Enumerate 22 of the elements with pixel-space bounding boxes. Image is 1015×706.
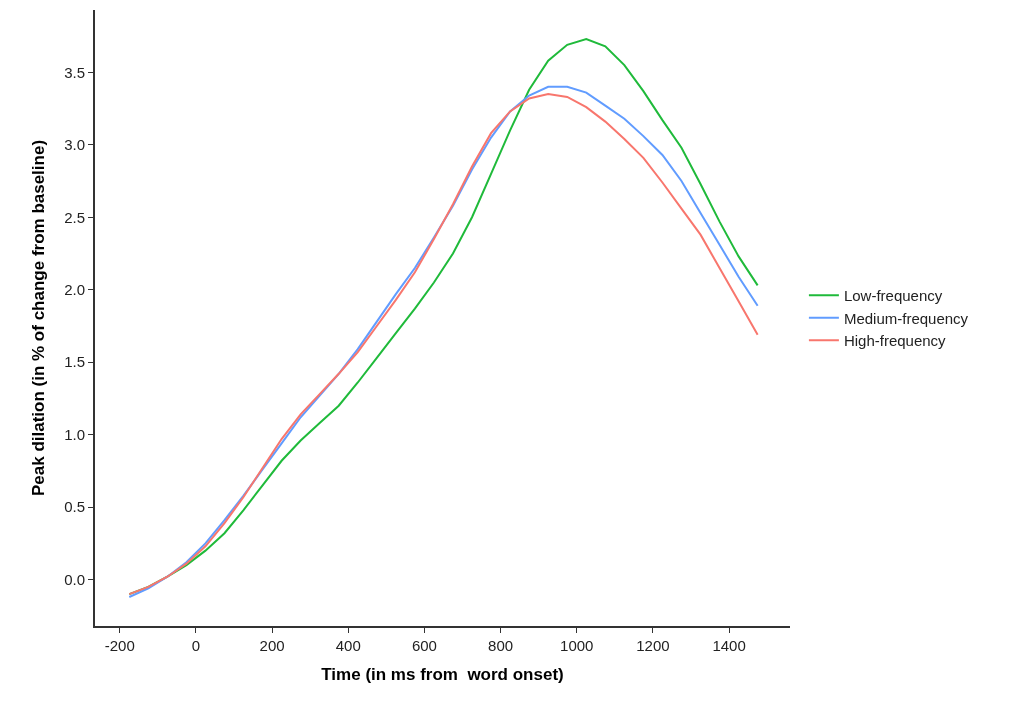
- legend-label: Medium-frequency: [843, 309, 969, 327]
- x-axis-title: Time (in ms from word onset): [321, 664, 564, 684]
- y-tick-label: 0.0: [64, 570, 85, 588]
- x-tick-label: 400: [335, 637, 361, 654]
- y-tick-label: 1.0: [64, 425, 85, 443]
- y-tick-label: 1.5: [64, 353, 85, 371]
- x-tick-label: 600: [411, 637, 437, 654]
- y-tick-label: 2.5: [64, 208, 85, 226]
- y-tick-label: 0.5: [64, 498, 85, 516]
- x-tick-label: 1400: [712, 637, 746, 654]
- x-tick-label: 800: [488, 637, 514, 654]
- y-tick-label: 3.0: [64, 136, 85, 154]
- x-tick-label: 1000: [560, 637, 594, 654]
- x-tick-label: -200: [104, 637, 135, 654]
- y-tick-label: 2.0: [64, 280, 85, 298]
- x-tick-label: 0: [191, 637, 201, 654]
- legend-label: Low-frequency: [843, 287, 943, 305]
- legend-label: High-frequency: [843, 332, 947, 350]
- x-tick-label: 1200: [636, 637, 670, 654]
- y-tick-label: 3.5: [64, 63, 85, 81]
- x-tick-label: 200: [259, 637, 285, 654]
- y-axis-title: Peak dilation (in % of change from baseline): [29, 139, 49, 497]
